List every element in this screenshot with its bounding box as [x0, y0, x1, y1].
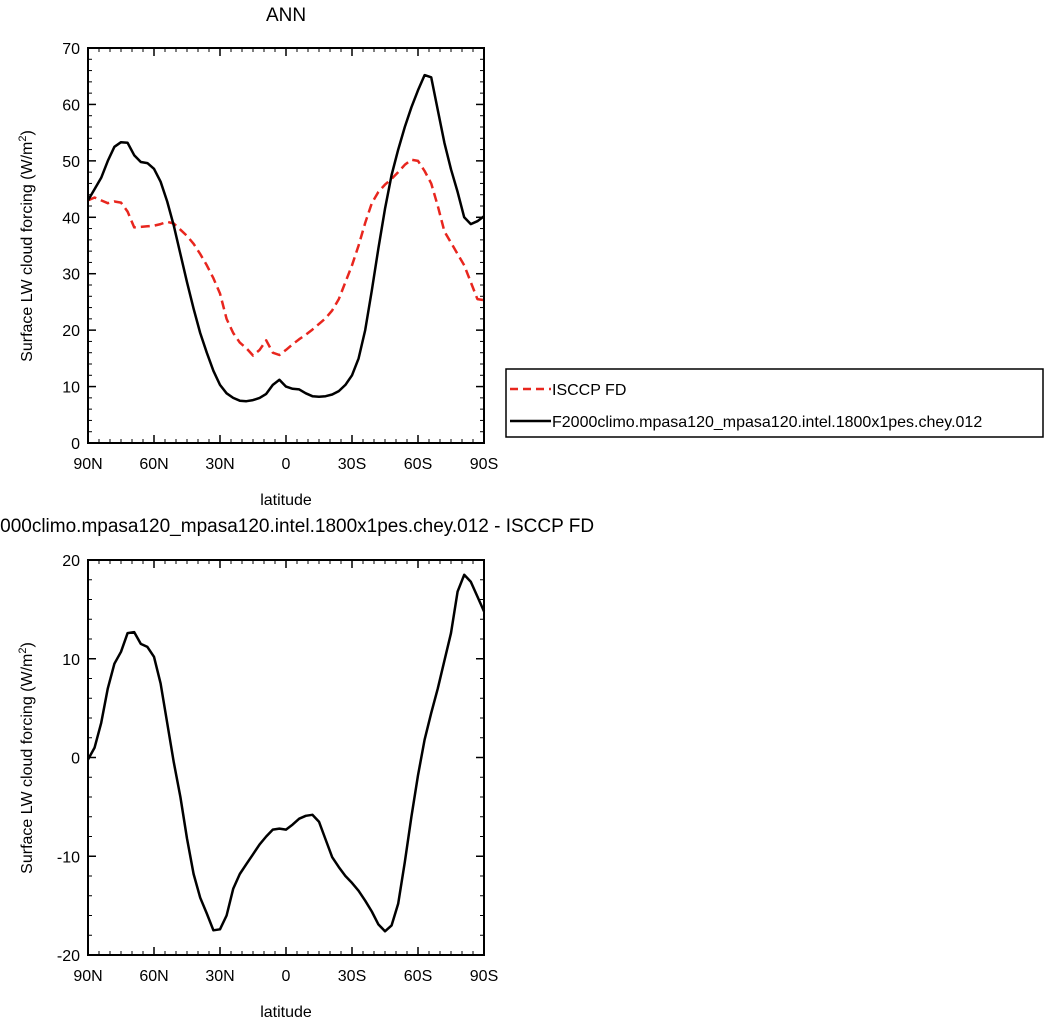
top-xtick-label: 90S [470, 456, 498, 473]
top-series-line-0 [87, 158, 485, 357]
top-ytick-label: 10 [62, 380, 80, 397]
legend-box [505, 368, 1044, 438]
bottom-ytick-label: -20 [57, 948, 80, 965]
bottom-xtick-label: 60N [139, 968, 168, 985]
top-xtick-label: 90N [73, 456, 102, 473]
bottom-axis-ticks: -20 -10 0 10 20 90N 60N 30N 0 30S 60S 90S [57, 553, 498, 985]
bottom-panel: F2000climo.mpasa120_mpasa120.intel.1800x… [0, 516, 594, 1021]
top-x-axis-label: latitude [260, 492, 312, 509]
bottom-y-label-close: ) [19, 642, 36, 647]
bottom-xtick-label: 30S [338, 968, 366, 985]
top-ytick-label: 30 [62, 267, 80, 284]
top-y-axis-label: Surface LW cloud forcing (W/m2) [17, 130, 36, 362]
bottom-ytick-label: 20 [62, 553, 80, 570]
bottom-plot-frame [87, 559, 485, 956]
bottom-xtick-label: 30N [205, 968, 234, 985]
legend-label-isccp: ISCCP FD [552, 382, 626, 399]
top-ytick-label: 40 [62, 210, 80, 227]
legend-label-model: F2000climo.mpasa120_mpasa120.intel.1800x… [552, 414, 982, 431]
top-series-group [86, 73, 485, 403]
top-xtick-label: 0 [282, 456, 291, 473]
top-xtick-label: 60S [404, 456, 432, 473]
legend: ISCCP FD F2000climo.mpasa120_mpasa120.in… [505, 368, 1044, 438]
bottom-x-axis-label: latitude [260, 1004, 312, 1021]
bottom-xtick-label: 90S [470, 968, 498, 985]
bottom-ytick-label: 0 [71, 751, 80, 768]
bottom-y-label-text: Surface LW cloud forcing (W/m [19, 654, 36, 874]
top-plot-frame [87, 47, 485, 444]
top-ytick-label: 70 [62, 41, 80, 58]
top-y-label-sup: 2 [17, 135, 29, 141]
top-axis-ticks: 0 10 20 30 40 50 60 70 90N 60N 30N 0 30S 60S 90S [62, 41, 498, 473]
top-chart-title: ANN [266, 5, 306, 26]
bottom-ytick-label: 10 [62, 652, 80, 669]
top-ytick-label: 0 [71, 436, 80, 453]
top-panel: ANN 0 10 20 30 40 50 60 70 90N 60N 30N 0 30S 60S 90S l… [17, 5, 1044, 509]
bottom-series-line-0 [86, 573, 486, 933]
bottom-y-label-sup: 2 [17, 647, 29, 653]
top-ytick-label: 50 [62, 154, 80, 171]
bottom-xtick-label: 60S [404, 968, 432, 985]
bottom-chart-title: F2000climo.mpasa120_mpasa120.intel.1800x… [0, 516, 594, 537]
bottom-y-axis-label: Surface LW cloud forcing (W/m2) [17, 642, 36, 874]
bottom-xtick-label: 0 [282, 968, 291, 985]
top-series-line-1 [86, 73, 485, 403]
top-xtick-label: 30N [205, 456, 234, 473]
bottom-xtick-label: 90N [73, 968, 102, 985]
top-xtick-label: 60N [139, 456, 168, 473]
top-y-label-close: ) [19, 130, 36, 135]
top-ytick-label: 60 [62, 97, 80, 114]
top-y-label-text: Surface LW cloud forcing (W/m [19, 142, 36, 362]
top-ytick-label: 20 [62, 323, 80, 340]
bottom-ytick-label: -10 [57, 849, 80, 866]
bottom-series-group [86, 573, 486, 933]
top-xtick-label: 30S [338, 456, 366, 473]
